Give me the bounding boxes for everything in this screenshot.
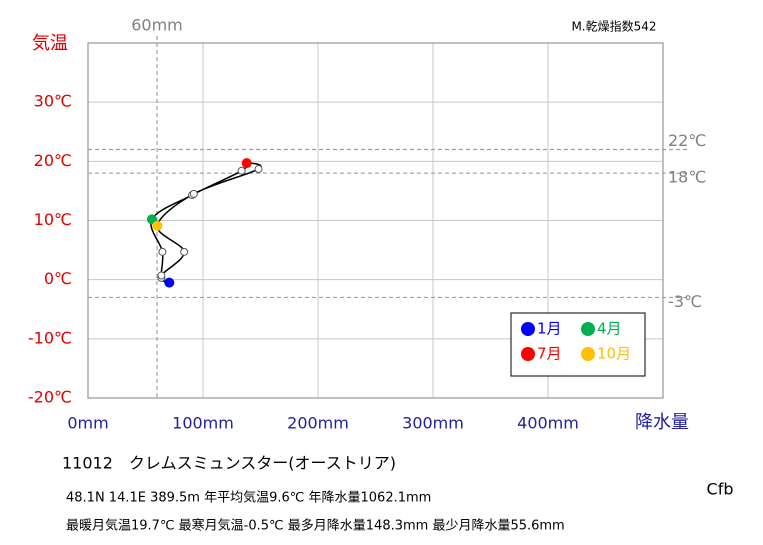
legend-marker	[521, 322, 535, 336]
plot-frame	[87, 42, 664, 399]
y-tick-label: -20℃	[28, 388, 72, 407]
legend-marker	[521, 347, 535, 361]
climate-curve	[150, 162, 262, 284]
legend-box	[510, 312, 646, 377]
x-axis-label: 降水量	[635, 412, 689, 433]
month-point	[237, 166, 246, 175]
reference-label: 18℃	[668, 168, 706, 187]
month-point	[158, 247, 167, 256]
y-tick-label: -10℃	[28, 328, 72, 347]
month-point	[157, 271, 166, 280]
legend-label: 10月	[597, 345, 631, 363]
x-tick-label: 300mm	[402, 414, 464, 433]
reference-label: -3℃	[668, 292, 702, 311]
legend-label: 4月	[597, 320, 622, 338]
x-tick-label: 100mm	[172, 414, 234, 433]
x-tick-label: 200mm	[287, 414, 349, 433]
y-tick-label: 0℃	[44, 269, 72, 288]
month-point	[241, 158, 252, 169]
reference-label: 60mm	[131, 16, 183, 35]
x-tick-label: 400mm	[517, 414, 579, 433]
legend-label: 1月	[537, 320, 562, 338]
reference-label: 22℃	[668, 131, 706, 150]
month-point	[152, 220, 163, 231]
x-tick-label: 0mm	[67, 414, 108, 433]
dryness-index: M.乾燥指数542	[571, 19, 656, 34]
legend-marker	[581, 322, 595, 336]
legend-marker	[581, 347, 595, 361]
month-point	[164, 277, 175, 288]
month-point	[254, 165, 263, 174]
climate-class: Cfb	[707, 480, 734, 499]
y-axis-label: 気温	[32, 33, 68, 54]
info-line: 最暖月気温19.7℃ 最寒月気温-0.5℃ 最多月降水量148.3mm 最少月降…	[66, 518, 565, 534]
legend-label: 7月	[537, 345, 562, 363]
month-point	[180, 247, 189, 256]
info-line: 48.1N 14.1E 389.5m 年平均気温9.6℃ 年降水量1062.1m…	[66, 490, 431, 506]
y-tick-label: 20℃	[34, 151, 72, 170]
y-tick-label: 30℃	[34, 92, 72, 111]
y-tick-label: 10℃	[34, 210, 72, 229]
station-name: 11012 クレムスミュンスター(オーストリア)	[62, 454, 396, 473]
month-point	[189, 189, 198, 198]
